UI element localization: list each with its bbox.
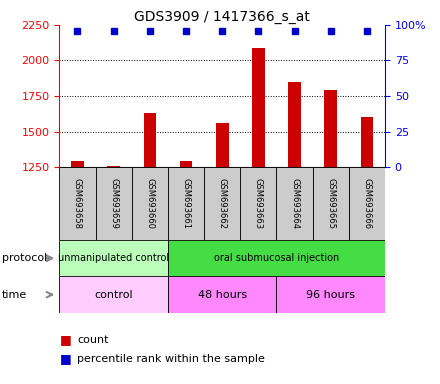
- Text: control: control: [94, 290, 133, 300]
- Text: GSM693666: GSM693666: [363, 178, 371, 229]
- Bar: [252, 48, 265, 167]
- Bar: [59, 276, 168, 313]
- Bar: [59, 167, 95, 240]
- Bar: [107, 166, 120, 167]
- Text: count: count: [77, 335, 109, 345]
- Text: oral submucosal injection: oral submucosal injection: [214, 253, 339, 263]
- Bar: [240, 167, 276, 240]
- Bar: [204, 167, 240, 240]
- Text: unmanipulated control: unmanipulated control: [58, 253, 169, 263]
- Bar: [276, 167, 313, 240]
- Bar: [59, 240, 168, 276]
- Bar: [143, 113, 156, 167]
- Bar: [168, 240, 385, 276]
- Bar: [180, 161, 192, 167]
- Text: GSM693659: GSM693659: [109, 178, 118, 229]
- Text: GSM693664: GSM693664: [290, 178, 299, 229]
- Bar: [349, 167, 385, 240]
- Bar: [276, 276, 385, 313]
- Text: 96 hours: 96 hours: [306, 290, 355, 300]
- Title: GDS3909 / 1417366_s_at: GDS3909 / 1417366_s_at: [134, 10, 310, 24]
- Bar: [288, 82, 301, 167]
- Bar: [324, 90, 337, 167]
- Text: 48 hours: 48 hours: [198, 290, 247, 300]
- Bar: [361, 118, 373, 167]
- Text: GSM693658: GSM693658: [73, 178, 82, 229]
- Text: GSM693662: GSM693662: [218, 178, 227, 229]
- Text: GSM693665: GSM693665: [326, 178, 335, 229]
- Bar: [168, 276, 276, 313]
- Bar: [95, 167, 132, 240]
- Bar: [132, 167, 168, 240]
- Text: time: time: [2, 290, 27, 300]
- Bar: [216, 123, 228, 167]
- Bar: [168, 167, 204, 240]
- Text: GSM693663: GSM693663: [254, 178, 263, 229]
- Bar: [313, 167, 349, 240]
- Text: GSM693661: GSM693661: [182, 178, 191, 229]
- Text: ■: ■: [59, 333, 71, 346]
- Bar: [71, 161, 84, 167]
- Text: ■: ■: [59, 353, 71, 366]
- Text: GSM693660: GSM693660: [145, 178, 154, 229]
- Text: percentile rank within the sample: percentile rank within the sample: [77, 354, 265, 364]
- Text: protocol: protocol: [2, 253, 48, 263]
